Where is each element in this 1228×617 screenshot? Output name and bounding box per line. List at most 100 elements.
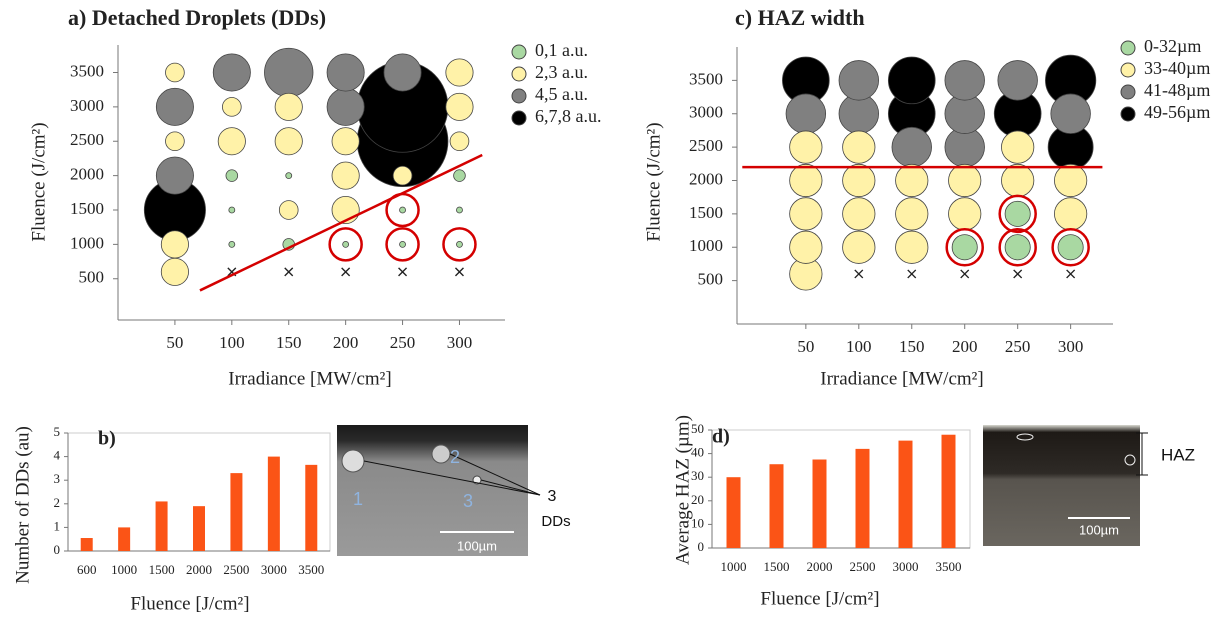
y-tick-label: 1000 xyxy=(689,236,723,255)
micrograph-label: 3 xyxy=(548,488,557,505)
legend-label: 0-32µm xyxy=(1144,36,1201,56)
x-axis-label: Irradiance [MW/cm²] xyxy=(228,368,391,389)
cross-marker xyxy=(1013,269,1023,279)
bar xyxy=(193,506,205,551)
bubble xyxy=(342,240,350,248)
chart-title: c) HAZ width xyxy=(735,5,865,30)
plot-frame xyxy=(711,429,971,549)
y-tick-label: 4 xyxy=(54,448,61,463)
highlight-ring xyxy=(1051,227,1090,267)
bar xyxy=(898,440,913,548)
x-tick-label: 250 xyxy=(1005,337,1031,356)
micrograph-label: 1 xyxy=(353,489,363,509)
y-tick-label: 500 xyxy=(698,270,724,289)
highlight-ring xyxy=(945,227,984,267)
chart-title: a) Detached Droplets (DDs) xyxy=(68,5,326,30)
x-axis-label: Irradiance [MW/cm²] xyxy=(820,368,983,389)
x-tick-label: 1000 xyxy=(111,562,137,577)
x-tick-label: 3000 xyxy=(893,559,919,574)
scale-bar-label: 100µm xyxy=(1079,522,1119,537)
y-tick-label: 30 xyxy=(691,468,704,483)
y-tick-label: 3000 xyxy=(689,103,723,122)
cross-marker xyxy=(1066,269,1076,279)
bubble xyxy=(222,97,242,117)
bubble xyxy=(842,130,876,164)
legend-label: 2,3 a.u. xyxy=(535,62,588,82)
x-tick-label: 3500 xyxy=(936,559,962,574)
y-tick-label: 2 xyxy=(54,495,61,510)
bar xyxy=(769,464,784,548)
micrograph-b xyxy=(337,425,541,556)
y-axis-label: Number of DDs (au) xyxy=(12,426,33,584)
x-tick-label: 50 xyxy=(166,333,183,352)
x-tick-label: 2000 xyxy=(807,559,833,574)
y-tick-label: 1000 xyxy=(70,233,104,252)
bar xyxy=(726,477,741,548)
bubble xyxy=(895,230,929,264)
x-tick-label: 3500 xyxy=(298,562,324,577)
bubble xyxy=(278,200,299,220)
cross-marker xyxy=(454,267,464,277)
y-tick-label: 500 xyxy=(79,268,105,287)
bubble xyxy=(331,161,360,190)
y-tick-label: 2000 xyxy=(70,165,104,184)
y-tick-label: 1500 xyxy=(70,199,104,218)
cross-marker xyxy=(398,267,408,277)
bubble xyxy=(948,197,982,231)
legend-marker xyxy=(511,44,527,60)
bar xyxy=(155,501,168,551)
bubble xyxy=(453,169,466,182)
bubble xyxy=(1004,200,1031,227)
bubble xyxy=(160,230,189,259)
y-tick-label: 2500 xyxy=(70,130,104,149)
bubble xyxy=(212,53,251,92)
legend-label: 33-40µm xyxy=(1144,58,1210,78)
bubble xyxy=(1001,130,1035,164)
highlight-ring xyxy=(998,227,1037,267)
bubble xyxy=(1057,234,1084,261)
bubble xyxy=(789,230,823,264)
bubble xyxy=(392,165,413,186)
highlight-ring xyxy=(385,227,420,262)
bubble xyxy=(838,60,880,101)
bar xyxy=(855,448,870,548)
x-tick-label: 1500 xyxy=(149,562,175,577)
legend-label: 49-56µm xyxy=(1144,102,1210,122)
chart-title: d) xyxy=(712,426,730,448)
bar xyxy=(230,473,243,551)
highlight-ring xyxy=(998,194,1037,234)
bubble xyxy=(155,87,194,126)
bubble xyxy=(789,130,823,164)
legend-marker xyxy=(1120,40,1136,56)
bubble xyxy=(228,240,236,248)
bar xyxy=(941,434,956,548)
cross-marker xyxy=(907,269,917,279)
bubble xyxy=(944,60,985,101)
legend-marker xyxy=(1120,106,1136,122)
bubble xyxy=(456,206,463,214)
cross-marker xyxy=(854,269,864,279)
bubble xyxy=(217,127,246,156)
bubble xyxy=(274,92,303,121)
y-axis-label: Fluence (J/cm²) xyxy=(643,122,664,241)
x-tick-label: 2000 xyxy=(186,562,212,577)
bubble xyxy=(228,206,236,214)
x-tick-label: 600 xyxy=(77,562,97,577)
y-tick-label: 0 xyxy=(698,539,705,554)
bubble xyxy=(842,230,876,264)
y-tick-label: 3500 xyxy=(70,61,104,80)
x-axis-label: Fluence [J/cm²] xyxy=(130,593,249,614)
x-tick-label: 1500 xyxy=(764,559,790,574)
x-tick-label: 100 xyxy=(219,333,245,352)
x-tick-label: 150 xyxy=(899,337,925,356)
y-tick-label: 0 xyxy=(54,542,61,557)
y-tick-label: 50 xyxy=(691,421,704,436)
x-tick-label: 2500 xyxy=(223,562,249,577)
micrograph-label: 2 xyxy=(450,447,460,467)
bubble xyxy=(383,53,422,92)
bubble xyxy=(842,197,876,231)
y-tick-label: 3000 xyxy=(70,96,104,115)
y-axis-label: Fluence (J/cm²) xyxy=(28,122,49,241)
bubble xyxy=(165,131,185,152)
y-tick-label: 40 xyxy=(691,445,704,460)
